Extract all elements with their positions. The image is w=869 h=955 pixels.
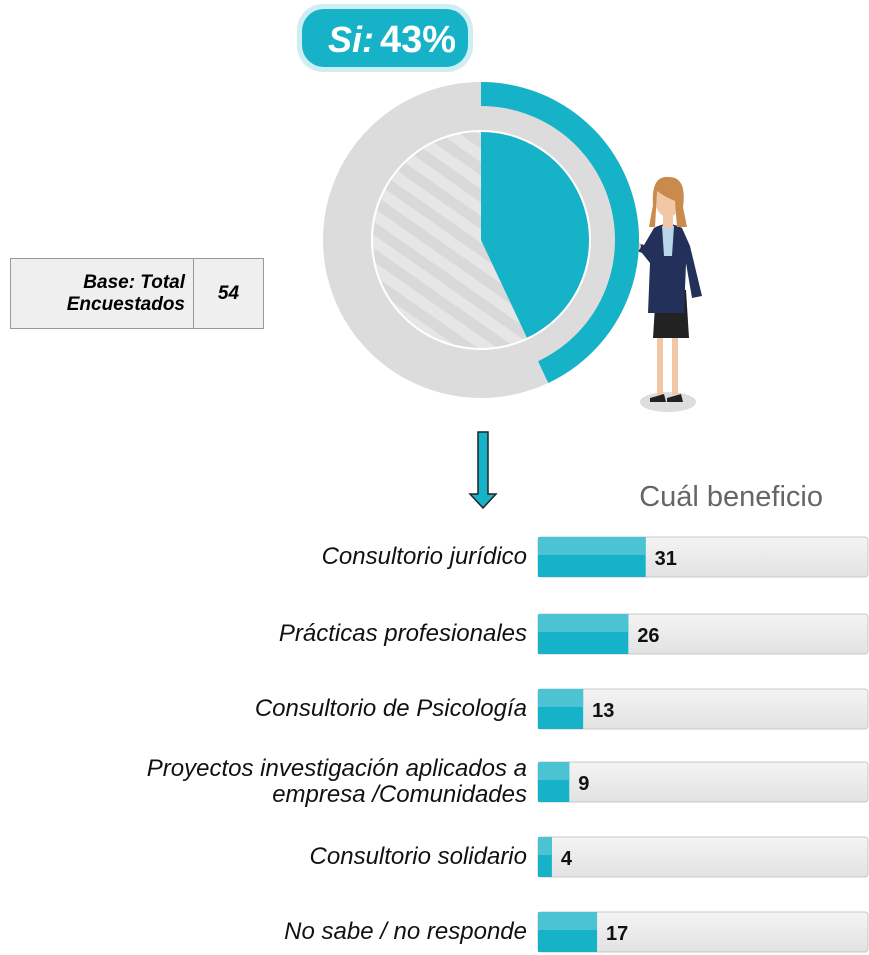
value-label: 26: [637, 625, 659, 647]
category-label: Consultorio de Psicología: [254, 695, 527, 722]
donut-value-label: 43%: [380, 19, 456, 61]
donut-arc: [481, 82, 640, 383]
bar-track: [537, 688, 869, 730]
bar-highlight: [538, 837, 552, 855]
category-label: Prácticas profesionales: [278, 620, 527, 647]
bar-highlight: [538, 762, 570, 780]
bar-highlight: [538, 537, 646, 555]
chart-title: Cuál beneficio: [639, 481, 823, 513]
bar-highlight: [538, 912, 598, 930]
value-label: 9: [578, 773, 589, 795]
bar-group: [538, 689, 584, 729]
bar-group: [538, 537, 646, 577]
bar-highlight: [538, 689, 584, 707]
arrow: [468, 431, 498, 510]
value-label: 31: [655, 548, 677, 570]
bar-group: [538, 912, 598, 952]
donut-label: Si:: [328, 19, 374, 60]
donut-sector: [481, 132, 590, 338]
label-pill-inner: [302, 9, 468, 67]
bar-track: [537, 836, 869, 878]
bar-group: [538, 614, 629, 654]
value-label: 13: [592, 700, 614, 722]
category-label: No sabe / no responde: [284, 918, 527, 945]
value-label: 4: [561, 848, 573, 870]
category-label: Consultorio jurídico: [321, 543, 527, 570]
base-table: Base: Total Encuestados 54: [10, 258, 264, 329]
person-illustration: [628, 176, 702, 412]
bar-group: [538, 837, 552, 877]
base-label: Base: Total Encuestados: [11, 259, 194, 328]
bar-highlight: [538, 614, 629, 632]
category-label: Proyectos investigación aplicados a empr…: [146, 755, 527, 808]
bar-group: [538, 762, 570, 802]
category-label: Consultorio solidario: [309, 843, 527, 870]
value-label: 17: [606, 923, 628, 945]
base-value: 54: [217, 282, 240, 304]
